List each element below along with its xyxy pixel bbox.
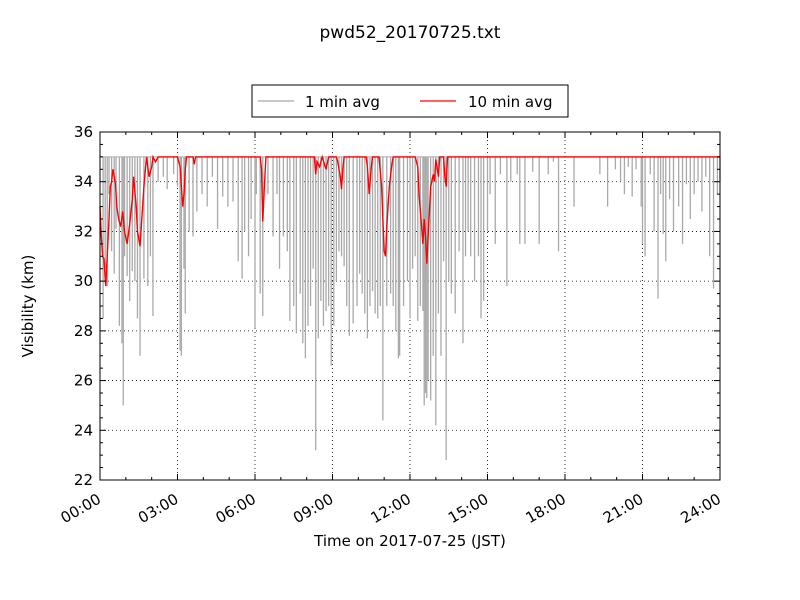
legend-label-10-min-avg: 10 min avg bbox=[468, 93, 553, 111]
y-tick-label: 28 bbox=[74, 322, 93, 340]
series-10-min-avg-line bbox=[99, 154, 720, 287]
y-tick-label: 34 bbox=[74, 173, 93, 191]
legend-box bbox=[251, 84, 569, 118]
chart-title: pwd52_20170725.txt bbox=[320, 23, 501, 43]
y-tick-label: 32 bbox=[74, 222, 93, 240]
y-tick-label: 36 bbox=[74, 123, 93, 141]
y-tick-label: 22 bbox=[74, 471, 93, 489]
y-axis-label: Visibility (km) bbox=[19, 255, 37, 358]
x-axis-label: Time on 2017-07-25 (JST) bbox=[313, 532, 506, 550]
series bbox=[99, 154, 721, 461]
legend: 1 min avg 10 min avg bbox=[251, 84, 569, 118]
y-tick-label: 24 bbox=[74, 421, 93, 439]
y-tick-label: 30 bbox=[74, 272, 93, 290]
legend-label-1-min-avg: 1 min avg bbox=[305, 93, 380, 111]
y-tick-label: 26 bbox=[74, 372, 93, 390]
